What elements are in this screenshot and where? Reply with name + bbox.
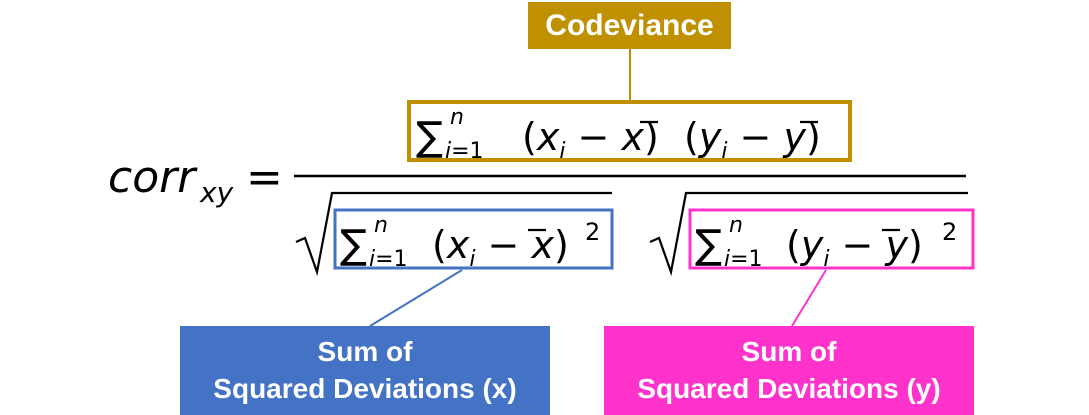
- denominator-right: ∑ n i=1 (yi − y) 2: [649, 191, 975, 277]
- svg-text:i=1: i=1: [724, 247, 763, 272]
- svg-text:(xi − x): (xi − x): [432, 223, 569, 272]
- sum-x-box: [333, 208, 614, 270]
- formula-lhs: corr xy =: [108, 152, 283, 209]
- svg-text:n: n: [374, 213, 388, 238]
- sum-x-label: Sum of Squared Deviations (x): [180, 326, 550, 415]
- svg-text:corr: corr: [108, 152, 198, 203]
- svg-text:i=1: i=1: [369, 247, 408, 272]
- svg-text:∑: ∑: [416, 114, 443, 160]
- numerator-box: [407, 100, 852, 162]
- svg-text:(yi − y): (yi − y): [786, 223, 923, 272]
- codeviance-label: Codeviance: [528, 2, 731, 49]
- svg-text:2: 2: [942, 218, 957, 246]
- svg-text:2: 2: [585, 218, 600, 246]
- svg-text:i=1: i=1: [445, 139, 484, 164]
- svg-text:n: n: [729, 213, 743, 238]
- sum-x-connector: [369, 269, 463, 327]
- sum-y-connector: [791, 269, 827, 327]
- svg-text:∑: ∑: [340, 222, 367, 268]
- codeviance-label-text: Codeviance: [545, 9, 714, 42]
- sum-x-label-line1: Sum of: [317, 336, 413, 368]
- svg-text:(yi − y): (yi − y): [684, 115, 821, 164]
- svg-text:n: n: [450, 105, 464, 130]
- sqrt-symbol-right: [649, 191, 968, 277]
- svg-text:∑: ∑: [695, 222, 722, 268]
- sum-y-box: [688, 208, 975, 270]
- sum-y-label: Sum of Squared Deviations (y): [604, 326, 974, 415]
- svg-text:xy: xy: [199, 176, 234, 209]
- sum-y-label-line1: Sum of: [741, 336, 837, 368]
- sum-x-label-line2: Squared Deviations (x): [213, 372, 517, 404]
- denominator-left: ∑ n i=1 (xi − x) 2: [295, 191, 614, 277]
- numerator: ∑ n i=1 (xi − x) (yi − y): [407, 100, 852, 164]
- svg-text:(xi − x): (xi − x): [522, 115, 659, 164]
- sum-y-label-line2: Squared Deviations (y): [637, 372, 941, 404]
- svg-text:=: =: [246, 152, 283, 203]
- sqrt-symbol-left: [295, 191, 612, 277]
